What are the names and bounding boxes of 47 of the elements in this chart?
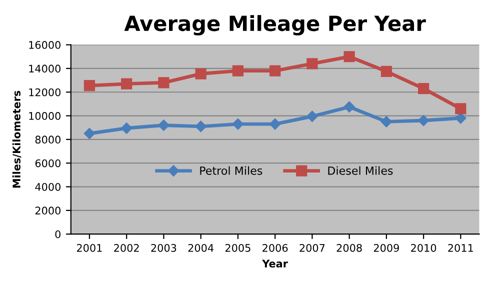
point [158, 77, 170, 88]
point [455, 112, 466, 124]
y-tick-label: 0 [55, 230, 60, 238]
point [232, 118, 244, 130]
point [344, 51, 355, 62]
point [344, 101, 355, 113]
y-tick-label: 2000 [35, 206, 60, 215]
x-tick-label: 2004 [188, 244, 214, 252]
y-tick-label: 16000 [29, 41, 60, 49]
x-tick-label: 2007 [300, 244, 325, 252]
y-tick-label: 8000 [35, 136, 60, 144]
point [195, 120, 206, 132]
y-tick-label: 14000 [29, 64, 60, 73]
point [306, 58, 318, 70]
y-tick-label: 10000 [29, 112, 60, 120]
point [380, 116, 392, 128]
point [158, 120, 170, 131]
point [418, 114, 430, 126]
x-tick-label: 2003 [151, 244, 176, 252]
point [269, 118, 281, 130]
point [120, 122, 132, 134]
y-tick-label: 12000 [29, 88, 60, 96]
legend-label: Diesel Miles [328, 166, 393, 175]
point [195, 68, 206, 80]
x-tick-label: 2010 [411, 244, 436, 252]
x-tick-label: 2011 [448, 244, 473, 252]
point [306, 110, 318, 122]
x-tick-label: 2006 [262, 244, 288, 252]
point [232, 65, 244, 76]
point [380, 66, 392, 77]
point [270, 65, 281, 76]
x-tick-label: 2005 [225, 244, 250, 252]
x-tick-label: 2009 [374, 244, 399, 252]
x-axis-title: Year [262, 260, 288, 268]
chart-title: Average Mileage Per Year [124, 15, 426, 36]
legend-label: Petrol Miles [200, 166, 262, 175]
y-tick-label: 4000 [35, 182, 60, 191]
point [84, 80, 96, 92]
point [418, 83, 430, 94]
x-tick-label: 2002 [114, 244, 139, 252]
y-tick-label: 6000 [35, 159, 60, 168]
point [84, 128, 96, 140]
y-axis-title: Miles/Kilometers [12, 90, 22, 188]
point [455, 103, 466, 114]
x-tick-label: 2001 [76, 244, 102, 252]
x-tick-label: 2008 [336, 244, 362, 252]
point [121, 78, 132, 90]
